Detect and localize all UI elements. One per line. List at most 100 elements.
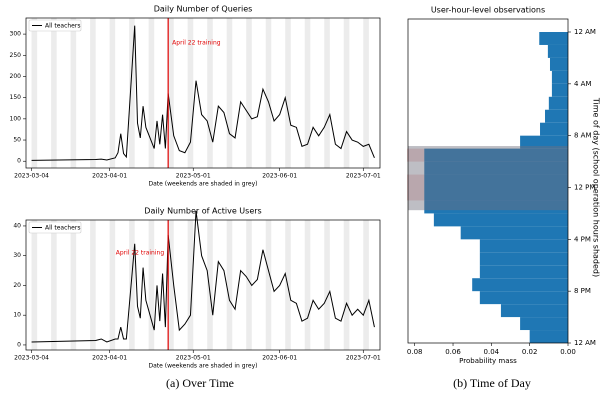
weekend-shade bbox=[246, 18, 252, 168]
y-tick-label: 4 AM bbox=[574, 80, 592, 88]
y-tick-label: 20 bbox=[13, 282, 21, 289]
legend-box bbox=[28, 221, 82, 234]
x-tick-label: 2023-07-01 bbox=[346, 355, 381, 362]
weekend-shade bbox=[51, 220, 57, 350]
caption: (a) Over Time bbox=[166, 376, 234, 390]
weekend-shade bbox=[129, 18, 135, 168]
annotation-text: April 22 training bbox=[116, 250, 165, 257]
chart-title: Daily Number of Active Users bbox=[144, 207, 261, 216]
weekend-shade bbox=[51, 18, 57, 168]
x-tick-label: 2023-03-04 bbox=[14, 173, 49, 180]
x-tick-label: 0.08 bbox=[407, 348, 423, 356]
weekend-shade bbox=[265, 220, 272, 350]
x-tick-label: 2023-05-01 bbox=[176, 173, 211, 180]
hist-bar bbox=[424, 148, 568, 162]
weekend-shade bbox=[187, 18, 194, 168]
hist-bar bbox=[529, 330, 568, 343]
x-tick-label: 0.00 bbox=[560, 348, 576, 356]
x-tick-label: 2023-06-01 bbox=[262, 355, 297, 362]
x-tick-label: 2023-04-01 bbox=[92, 173, 127, 180]
weekend-shade bbox=[187, 220, 194, 350]
hist-bar bbox=[500, 304, 568, 318]
y-tick-label: 12 AM bbox=[574, 339, 596, 347]
weekend-shade bbox=[109, 220, 116, 350]
weekend-shade bbox=[343, 18, 350, 168]
hist-bar bbox=[424, 187, 568, 201]
hist-bar bbox=[479, 239, 568, 253]
weekend-shade bbox=[304, 18, 311, 168]
hist-bar bbox=[424, 174, 568, 188]
weekend-shade bbox=[363, 18, 369, 168]
hist-bar bbox=[424, 161, 568, 175]
weekend-shade bbox=[265, 18, 272, 168]
x-tick-label: 2023-04-01 bbox=[92, 355, 127, 362]
plot-frame bbox=[25, 219, 381, 351]
plot-frame bbox=[25, 17, 381, 169]
weekend-shade bbox=[207, 220, 213, 350]
weekend-shade bbox=[304, 220, 311, 350]
y-tick-label: 4 PM bbox=[574, 235, 591, 243]
y-tick-label: 40 bbox=[13, 222, 21, 229]
hist-bar bbox=[520, 135, 568, 149]
y-tick-label: 50 bbox=[13, 137, 21, 144]
y-tick-label: 10 bbox=[13, 312, 21, 319]
hist-bar bbox=[479, 291, 568, 305]
weekend-shade bbox=[168, 220, 174, 350]
data-line bbox=[31, 25, 375, 161]
y-tick-label: 12 PM bbox=[574, 184, 595, 192]
hist-bar bbox=[551, 70, 568, 84]
weekend-shade bbox=[109, 18, 116, 168]
weekend-shade bbox=[31, 220, 38, 350]
x-tick-label: 0.06 bbox=[445, 348, 461, 356]
weekend-shade bbox=[148, 18, 155, 168]
y-tick-label: 12 AM bbox=[574, 28, 596, 36]
x-tick-label: 2023-03-04 bbox=[14, 355, 49, 362]
hist-bar bbox=[549, 57, 568, 71]
x-tick-label: 0.04 bbox=[484, 348, 500, 356]
hist-bar bbox=[460, 226, 568, 240]
weekend-shade bbox=[31, 18, 38, 168]
caption: (b) Time of Day bbox=[453, 376, 531, 390]
hist-bar bbox=[548, 96, 568, 110]
hist-bar bbox=[547, 44, 568, 58]
hist-bar bbox=[540, 122, 568, 136]
school-hours-shade bbox=[408, 146, 568, 211]
weekend-shade bbox=[343, 220, 350, 350]
y-tick-label: 0 bbox=[17, 341, 21, 348]
y-tick-label: 8 PM bbox=[574, 287, 591, 295]
weekend-shade bbox=[324, 18, 330, 168]
x-tick-label: 2023-07-01 bbox=[346, 173, 381, 180]
weekend-shade bbox=[90, 220, 96, 350]
y-tick-label: 100 bbox=[10, 115, 22, 122]
hist-bar bbox=[479, 265, 568, 279]
y-tick-label: 150 bbox=[10, 94, 22, 101]
legend-label: All teachers bbox=[45, 22, 80, 29]
weekend-shade bbox=[90, 18, 96, 168]
data-line bbox=[31, 211, 375, 343]
plot-frame bbox=[407, 18, 569, 344]
weekend-shade bbox=[246, 220, 252, 350]
y-tick-label: 300 bbox=[10, 31, 22, 38]
legend-box bbox=[28, 19, 82, 32]
weekend-shade bbox=[70, 18, 77, 168]
weekend-shade bbox=[129, 220, 135, 350]
hist-bar bbox=[520, 317, 568, 331]
y-axis-label: Time of day (school operation hours shad… bbox=[592, 97, 600, 277]
weekend-shade bbox=[226, 18, 233, 168]
x-axis-label: Probability mass bbox=[459, 357, 517, 365]
x-tick-label: 2023-06-01 bbox=[262, 173, 297, 180]
legend-label: All teachers bbox=[45, 224, 80, 231]
x-tick-label: 0.02 bbox=[522, 348, 538, 356]
x-axis-label: Date (weekends are shaded in grey) bbox=[148, 181, 257, 188]
y-tick-label: 30 bbox=[13, 252, 21, 259]
chart-title: User-hour-level observations bbox=[431, 6, 545, 15]
hist-bar bbox=[479, 252, 568, 266]
weekend-shade bbox=[207, 18, 213, 168]
hist-bar bbox=[433, 213, 568, 227]
y-tick-label: 200 bbox=[10, 73, 22, 80]
hist-bar bbox=[424, 200, 568, 214]
hist-bar bbox=[545, 109, 568, 123]
weekend-shade bbox=[148, 220, 155, 350]
x-tick-label: 2023-05-01 bbox=[176, 355, 211, 362]
